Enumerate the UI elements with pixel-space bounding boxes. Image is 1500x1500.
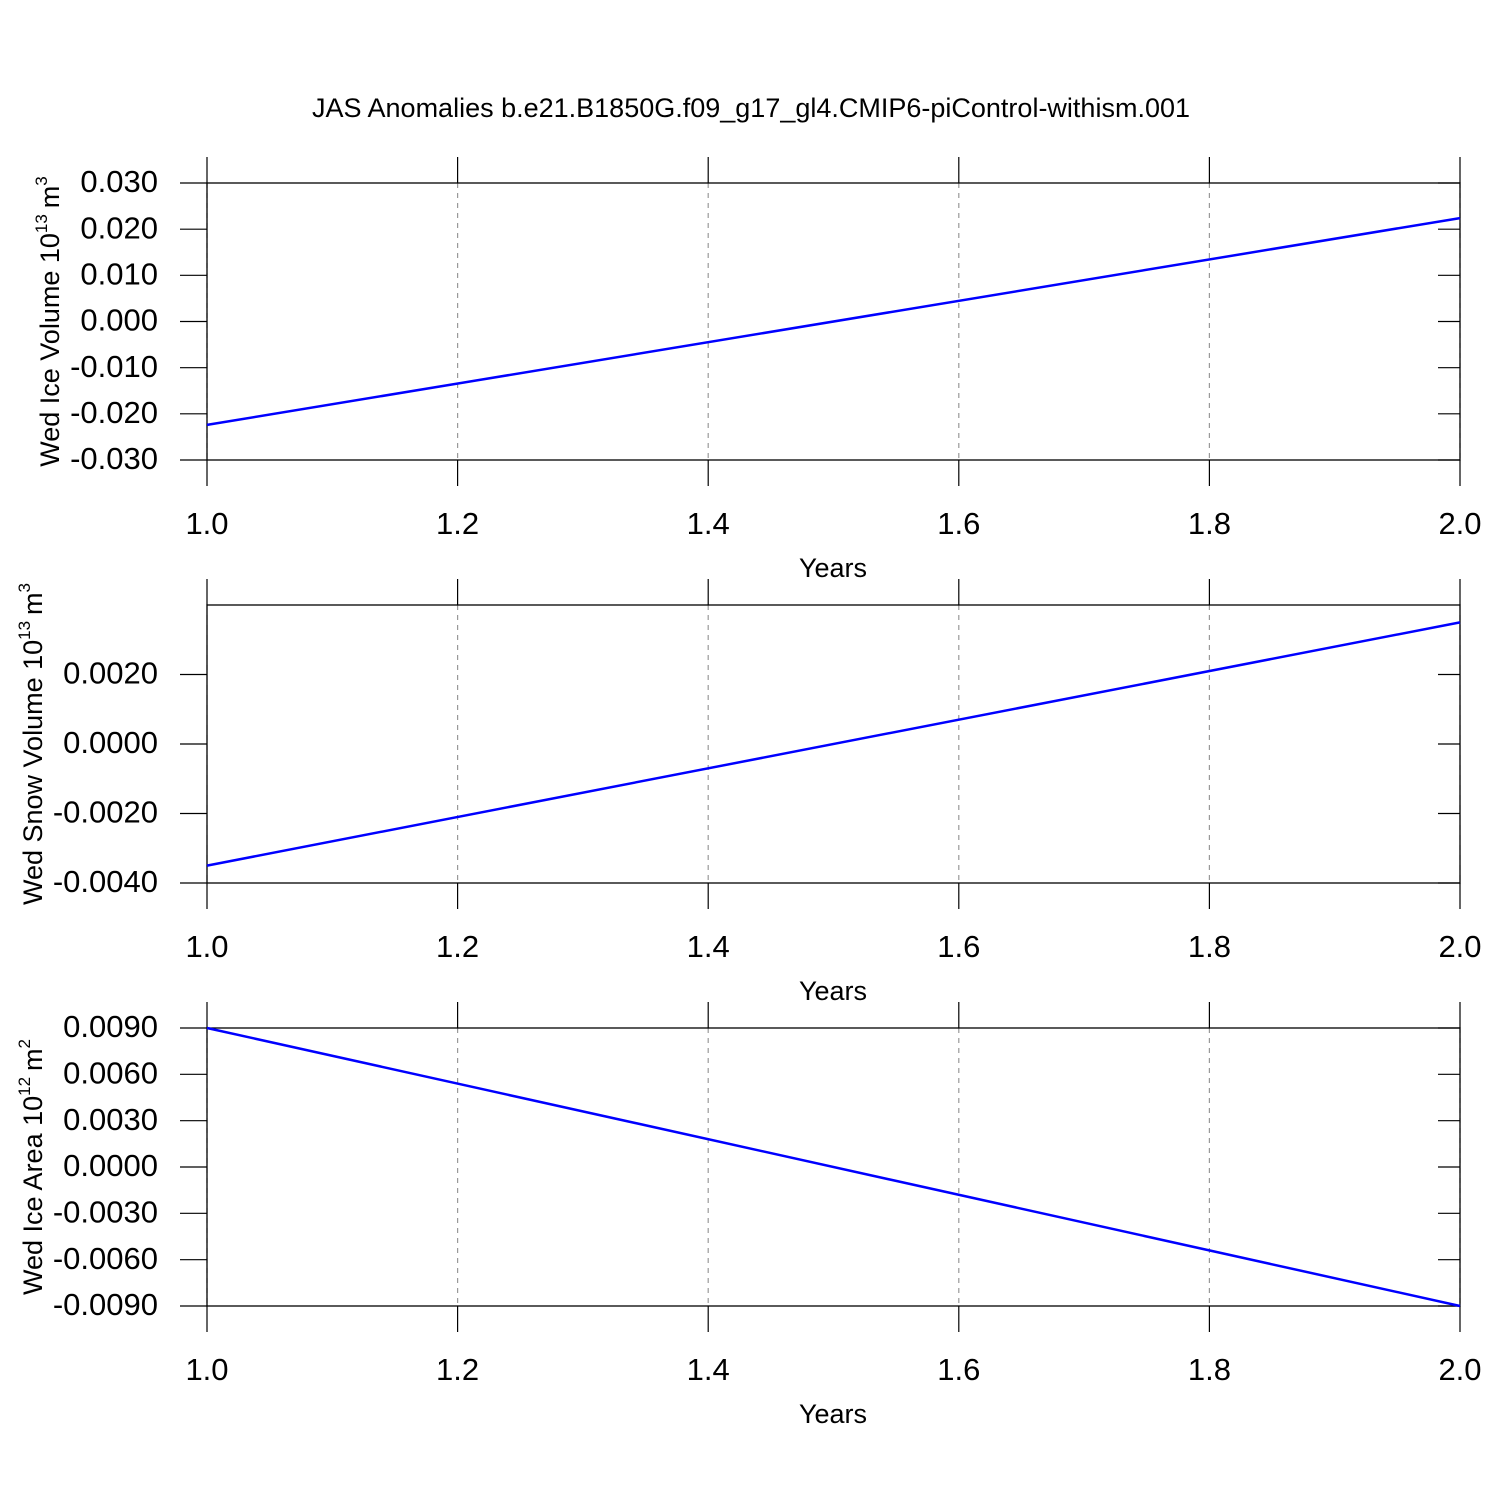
y-axis-title-superscript: 3 [15,583,34,592]
x-tick-label: 1.4 [687,1352,730,1387]
y-tick-label: -0.0020 [53,795,158,830]
y-tick-label: -0.030 [70,441,158,476]
plot-frame [206,182,1461,461]
x-tick-label: 1.2 [436,506,479,541]
y-axis-title: Wed Ice Area 1012 m2 [15,1039,48,1295]
y-axis-title-part: m [18,592,48,615]
data-line [206,1026,1461,1308]
x-tick-label: 2.0 [1438,1352,1481,1387]
y-axis-title-part: m [18,1048,48,1071]
x-tick-label: 1.0 [185,1352,228,1387]
data-line [206,621,1461,867]
x-tick-label: 1.4 [687,929,730,964]
x-tick-label: 1.6 [937,506,980,541]
y-axis-title: Wed Ice Volume 1013 m3 [32,176,65,467]
figure-title: JAS Anomalies b.e21.B1850G.f09_g17_gl4.C… [312,93,1190,123]
y-axis-title-superscript: 2 [15,1039,34,1048]
y-tick-label: 0.000 [80,303,158,338]
y-tick-label: -0.0090 [53,1287,158,1322]
y-tick-label: 0.0000 [63,725,158,760]
y-tick-label: 0.020 [80,210,158,245]
x-tick-label: 1.0 [185,506,228,541]
y-axis-title-superscript: 3 [32,176,51,185]
x-tick-label: 1.8 [1188,506,1231,541]
y-tick-label: -0.010 [70,349,158,384]
y-axis-title-part: Wed Ice Volume 10 [35,233,65,467]
data-line [206,216,1461,427]
plot-frame [206,1027,1461,1307]
x-tick-label: 1.0 [185,929,228,964]
y-axis-title-superscript: 12 [15,1077,34,1096]
y-axis-title-superscript: 13 [15,621,34,640]
x-axis-title: Years [799,553,867,583]
y-tick-label: -0.0060 [53,1241,158,1276]
y-tick-label: 0.0020 [63,656,158,691]
y-tick-label: 0.010 [80,257,158,292]
y-axis-title-part: Wed Snow Volume 10 [18,640,48,905]
x-axis-title: Years [799,1399,867,1429]
y-tick-label: 0.0090 [63,1009,158,1044]
x-tick-label: 1.8 [1188,929,1231,964]
y-tick-label: 0.0000 [63,1148,158,1183]
y-tick-label: -0.0030 [53,1195,158,1230]
y-axis-title-superscript: 13 [32,214,51,233]
y-tick-label: 0.030 [80,164,158,199]
plot-frame [206,604,1461,884]
y-axis-title-part: m [35,186,65,209]
x-tick-label: 2.0 [1438,929,1481,964]
x-tick-label: 1.6 [937,1352,980,1387]
y-tick-label: -0.0040 [53,864,158,899]
x-tick-label: 1.2 [436,929,479,964]
x-tick-label: 1.4 [687,506,730,541]
x-axis-title: Years [799,976,867,1006]
y-tick-label: 0.0060 [63,1056,158,1091]
y-axis-title: Wed Snow Volume 1013 m3 [15,583,48,905]
y-axis-title-part: Wed Ice Area 10 [18,1096,48,1295]
x-tick-label: 1.6 [937,929,980,964]
x-tick-label: 1.2 [436,1352,479,1387]
y-tick-label: 0.0030 [63,1102,158,1137]
y-tick-label: -0.020 [70,395,158,430]
x-tick-label: 1.8 [1188,1352,1231,1387]
x-tick-label: 2.0 [1438,506,1481,541]
